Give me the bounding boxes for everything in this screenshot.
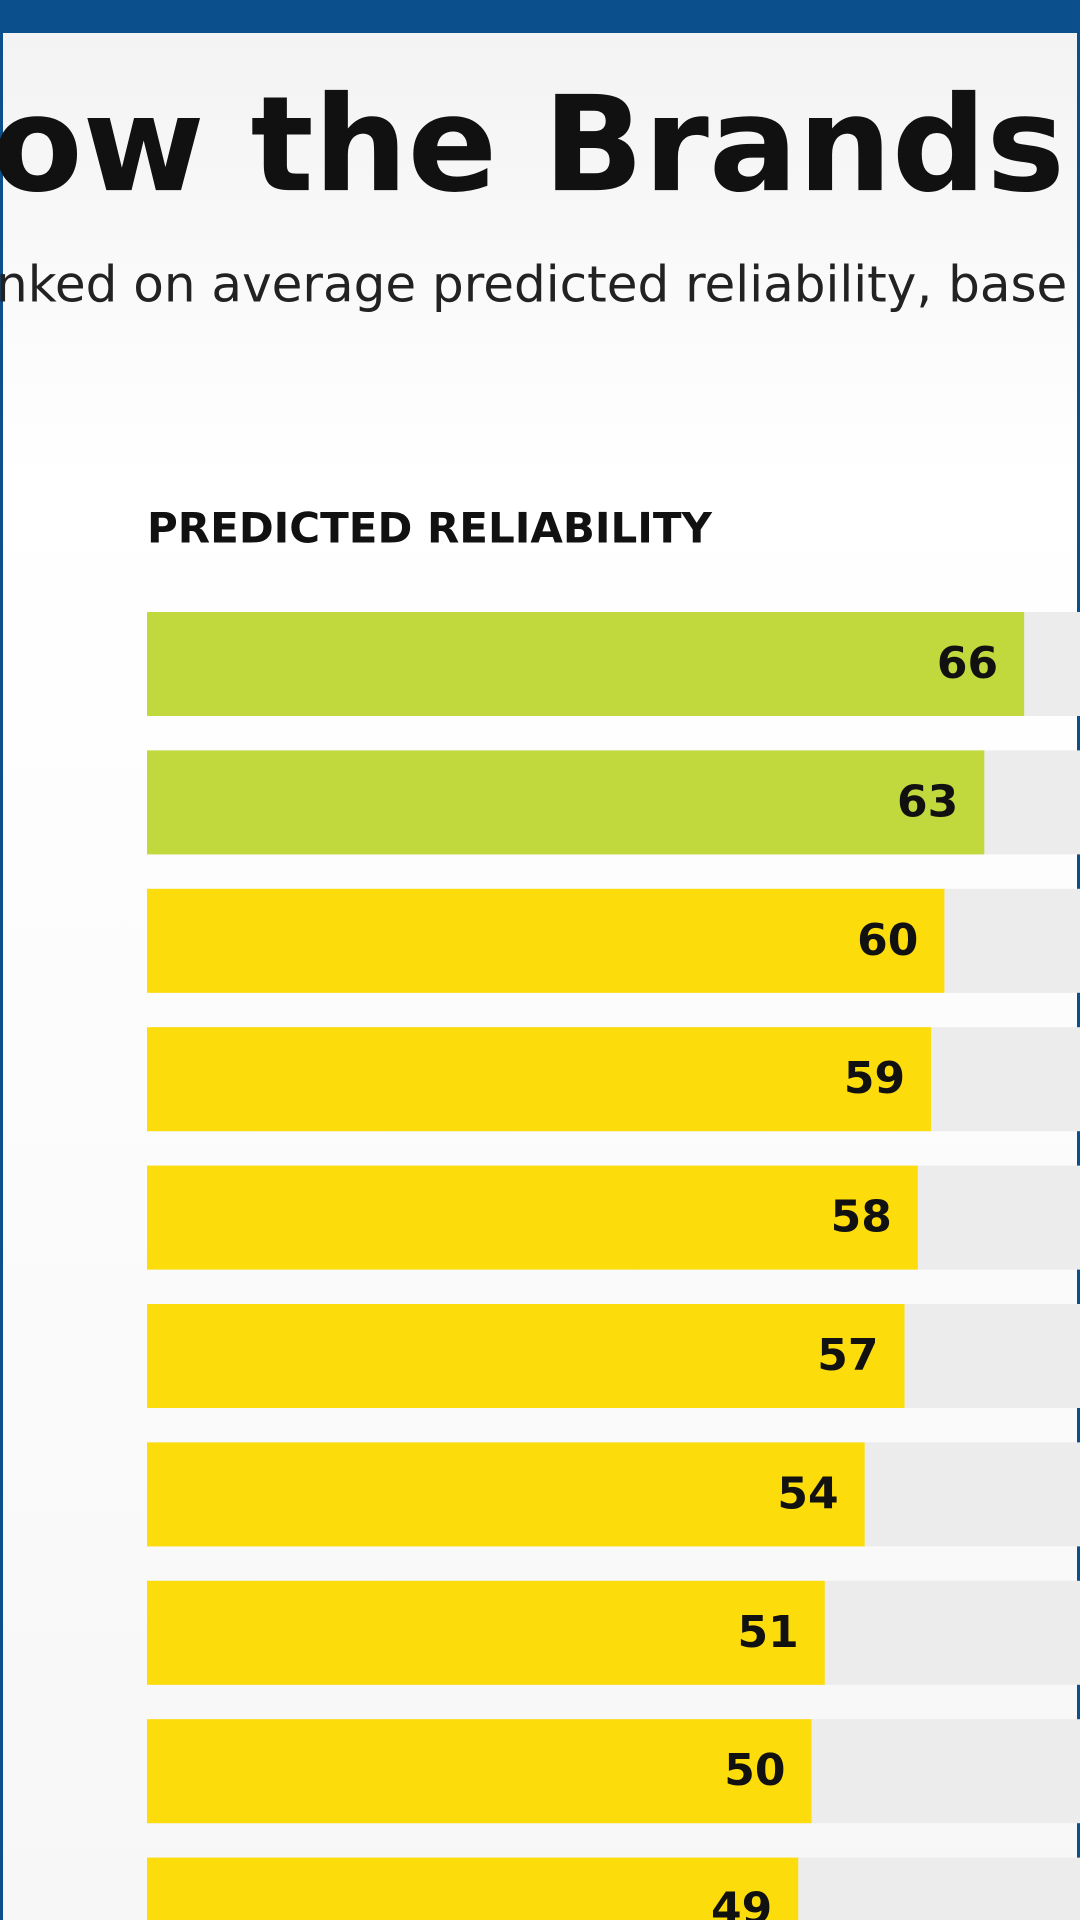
value-label: 57 xyxy=(817,1330,878,1381)
bar xyxy=(147,612,1025,716)
bar xyxy=(147,1580,825,1685)
bar xyxy=(147,1719,812,1824)
top-bar xyxy=(0,0,1080,33)
value-header: PREDICTED RELIABILITY xyxy=(147,504,713,553)
value-label: 60 xyxy=(857,915,918,966)
value-label: 58 xyxy=(831,1192,892,1243)
value-label: 49 xyxy=(711,1884,772,1920)
left-border xyxy=(0,0,3,1920)
bar xyxy=(147,750,985,855)
value-label: 63 xyxy=(897,776,958,827)
value-label: 59 xyxy=(844,1053,905,1104)
bar xyxy=(147,1857,799,1920)
bar xyxy=(147,888,945,993)
value-label: 50 xyxy=(724,1745,785,1796)
bar xyxy=(147,1442,865,1547)
bar xyxy=(147,1304,905,1408)
bars: 66 63 60 59 58 57 54 51 50 49 xyxy=(147,612,1080,1920)
bar xyxy=(147,1027,932,1132)
chart-title: ow the Brands Sto xyxy=(0,68,1080,222)
bar xyxy=(147,1165,918,1270)
value-label: 66 xyxy=(937,638,998,689)
value-label: 54 xyxy=(777,1468,838,1519)
chart-subtitle: nked on average predicted reliability, b… xyxy=(0,256,1067,314)
value-label: 51 xyxy=(738,1607,799,1658)
